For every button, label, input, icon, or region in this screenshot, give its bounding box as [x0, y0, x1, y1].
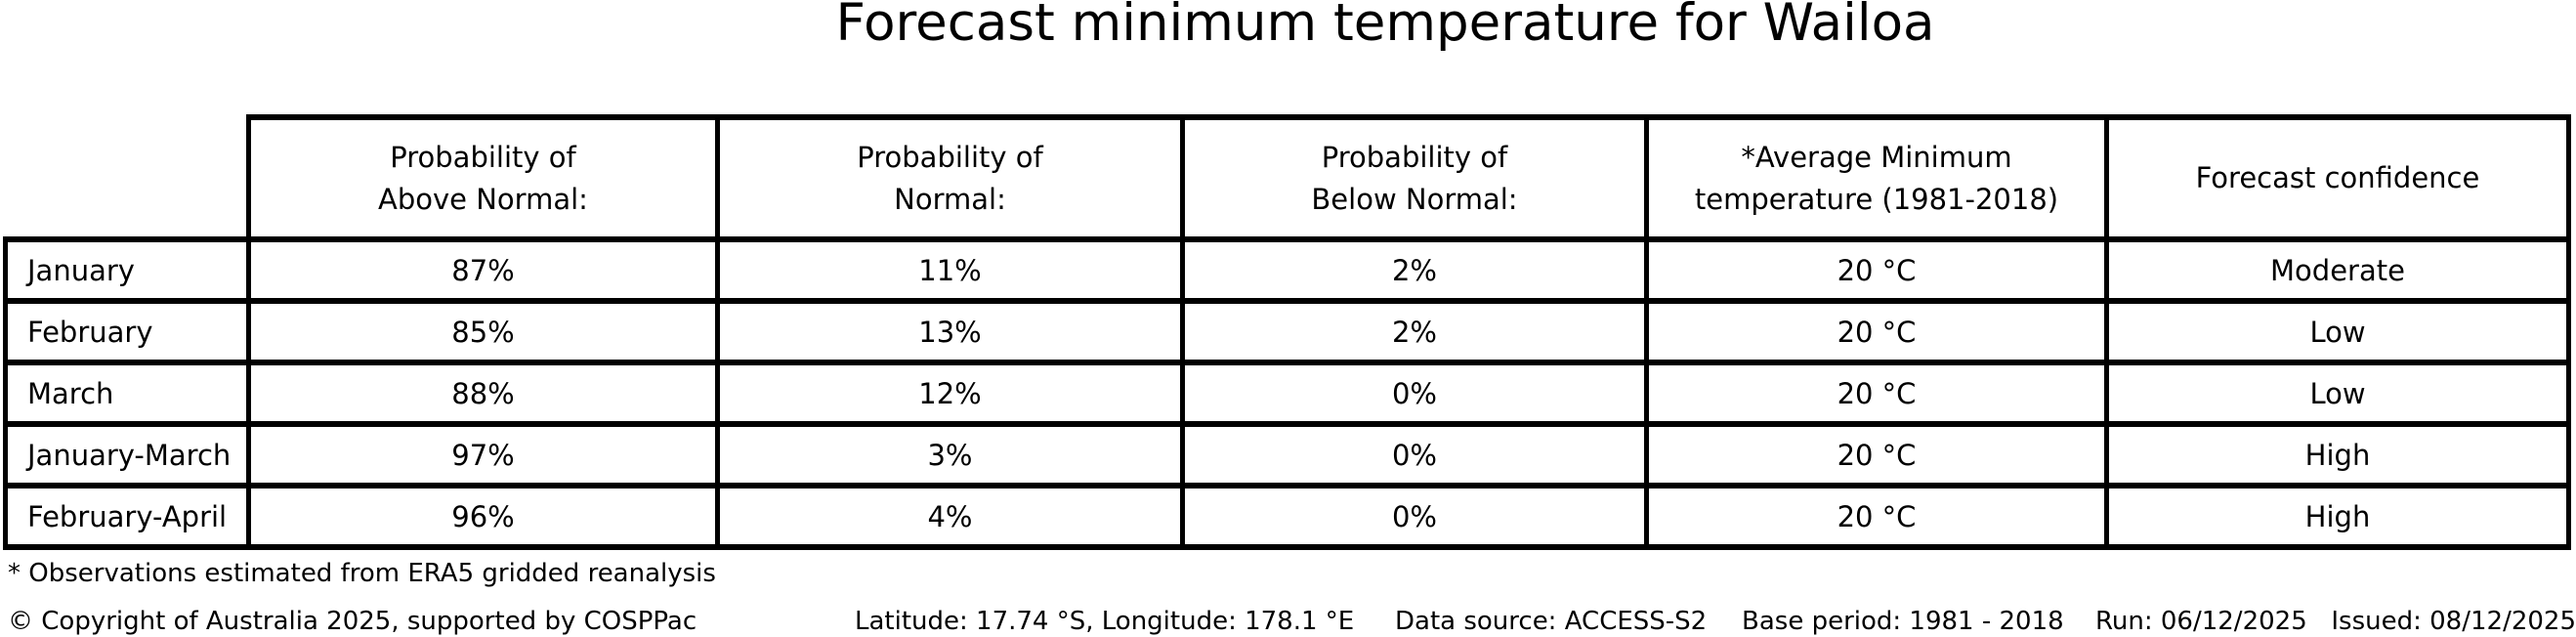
row-label: January: [3, 236, 251, 304]
cell-prob-above-normal: 96%: [246, 483, 720, 550]
cell-forecast-confidence: High: [2104, 421, 2571, 488]
row-label: March: [3, 360, 251, 427]
table-row-march: March 88% 12% 0% 20 °C Low: [3, 360, 2571, 427]
cell-forecast-confidence: Low: [2104, 360, 2571, 427]
cell-average-minimum: 20 °C: [1644, 421, 2109, 488]
header-row: Probability of Above Normal: Probability…: [6, 114, 2571, 242]
cell-prob-normal: 3%: [715, 421, 1185, 488]
column-header-forecast-confidence: Forecast confidence: [2104, 114, 2571, 242]
cell-average-minimum: 20 °C: [1644, 236, 2109, 304]
corner-cell: [6, 117, 249, 239]
table-row-january: January 87% 11% 2% 20 °C Moderate: [3, 236, 2571, 304]
location-text: Latitude: 17.74 °S, Longitude: 178.1 °E: [855, 607, 1355, 636]
column-header-average-minimum: *Average Minimum temperature (1981-2018): [1644, 114, 2109, 242]
cell-prob-above-normal: 88%: [246, 360, 720, 427]
cell-prob-normal: 13%: [715, 298, 1185, 365]
cell-prob-below-normal: 0%: [1180, 360, 1649, 427]
cell-prob-below-normal: 0%: [1180, 483, 1649, 550]
run-date-text: Run: 06/12/2025: [2095, 607, 2307, 636]
cell-prob-normal: 11%: [715, 236, 1185, 304]
cell-prob-below-normal: 2%: [1180, 298, 1649, 365]
column-header-prob-above-normal: Probability of Above Normal:: [246, 114, 720, 242]
cell-average-minimum: 20 °C: [1644, 483, 2109, 550]
cell-average-minimum: 20 °C: [1644, 298, 2109, 365]
cell-prob-below-normal: 0%: [1180, 421, 1649, 488]
cell-forecast-confidence: Low: [2104, 298, 2571, 365]
cell-prob-normal: 12%: [715, 360, 1185, 427]
page-title: Forecast minimum temperature for Wailoa: [835, 0, 1935, 53]
data-source-text: Data source: ACCESS-S2: [1395, 607, 1708, 636]
column-header-prob-normal: Probability of Normal:: [715, 114, 1185, 242]
table-row-february: February 85% 13% 2% 20 °C Low: [3, 298, 2571, 365]
cell-prob-below-normal: 2%: [1180, 236, 1649, 304]
table-row-february-april: February-April 96% 4% 0% 20 °C High: [3, 483, 2571, 550]
row-label: January-March: [3, 421, 251, 488]
cell-prob-above-normal: 97%: [246, 421, 720, 488]
cell-forecast-confidence: Moderate: [2104, 236, 2571, 304]
base-period-text: Base period: 1981 - 2018: [1742, 607, 2064, 636]
table-row-january-march: January-March 97% 3% 0% 20 °C High: [3, 421, 2571, 488]
forecast-table: Probability of Above Normal: Probability…: [3, 114, 2571, 550]
cell-average-minimum: 20 °C: [1644, 360, 2109, 427]
row-label: February-April: [3, 483, 251, 550]
row-label: February: [3, 298, 251, 365]
issued-date-text: Issued: 08/12/2025: [2331, 607, 2576, 636]
cell-prob-above-normal: 87%: [246, 236, 720, 304]
column-header-prob-below-normal: Probability of Below Normal:: [1180, 114, 1649, 242]
cell-prob-normal: 4%: [715, 483, 1185, 550]
copyright-text: © Copyright of Australia 2025, supported…: [8, 607, 697, 636]
cell-forecast-confidence: High: [2104, 483, 2571, 550]
cell-prob-above-normal: 85%: [246, 298, 720, 365]
footnote: * Observations estimated from ERA5 gridd…: [8, 559, 716, 588]
